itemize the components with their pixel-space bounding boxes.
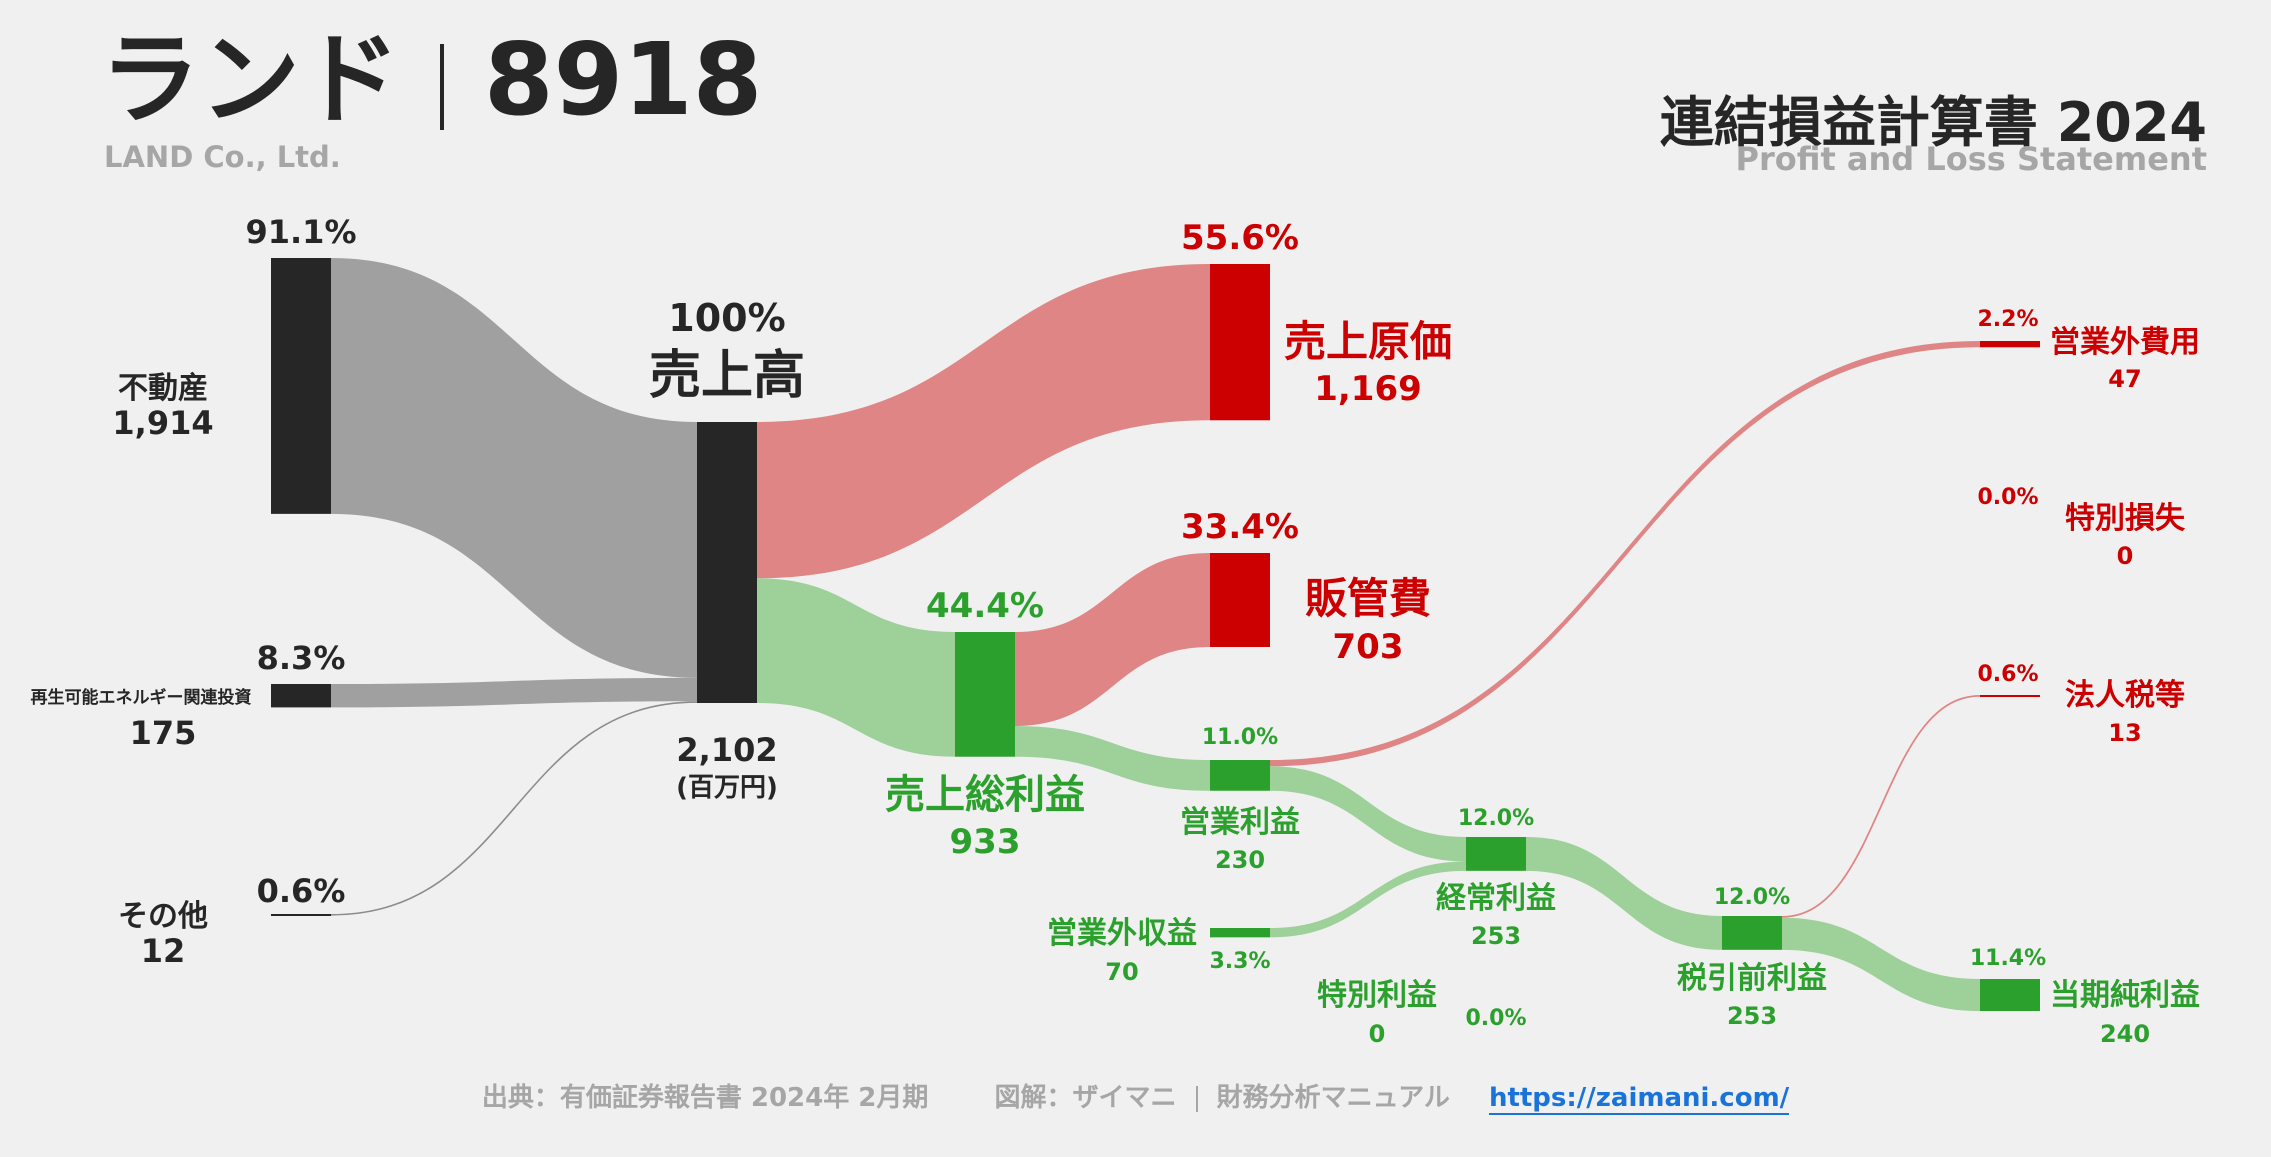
node-value-net: 240	[2100, 1020, 2150, 1048]
node-pct-pretax: 12.0%	[1714, 885, 1790, 910]
flow-ordinary-to-pretax	[1526, 837, 1722, 950]
node-pct-sonota: 0.6%	[257, 872, 346, 910]
node-value-special_gain: 0	[1369, 1020, 1386, 1048]
node-bar-fudosan	[271, 258, 331, 514]
node-label-ordinary: 経常利益	[1436, 881, 1556, 916]
node-pct-ordinary: 12.0%	[1458, 806, 1534, 831]
node-label-saiene: 再生可能エネルギー関連投資	[31, 687, 252, 708]
node-value-revenue: 2,102	[676, 731, 777, 769]
node-pct-operating: 11.0%	[1202, 725, 1278, 750]
flow-pretax-to-net	[1782, 917, 1980, 1012]
node-pct-gross: 44.4%	[926, 586, 1044, 626]
node-value-gross: 933	[950, 822, 1021, 862]
flow-operating-to-nonop_exp	[1270, 341, 1980, 767]
node-pct-special_loss: 0.0%	[1977, 485, 2038, 510]
node-bar-sga	[1210, 553, 1270, 647]
node-label-nonop_inc: 営業外収益	[1047, 916, 1197, 951]
node-bar-gross	[955, 632, 1015, 757]
node-label-cogs: 売上原価	[1284, 317, 1452, 366]
footer-credit: 図解：ザイマニ	[994, 1083, 1177, 1113]
flow-revenue-to-cogs	[757, 264, 1210, 579]
node-value-fudosan: 1,914	[112, 404, 213, 442]
node-label-fudosan: 不動産	[118, 371, 208, 406]
node-label-tax: 法人税等	[2065, 678, 2185, 713]
node-label-special_gain: 特別利益	[1317, 978, 1437, 1013]
node-bar-cogs	[1210, 264, 1270, 421]
node-value-sonota: 12	[141, 932, 186, 970]
footer-source: 出典：有価証券報告書 2024年 2月期	[481, 1083, 929, 1113]
node-value-saiene: 175	[130, 714, 197, 752]
node-value-sga: 703	[1333, 627, 1404, 667]
node-label-sonota: その他	[118, 899, 208, 934]
statement-subtitle: Profit and Loss Statement	[1735, 140, 2207, 178]
node-value-tax: 13	[2108, 719, 2141, 747]
footer: 出典：有価証券報告書 2024年 2月期 図解：ザイマニ 財務分析マニュアル h…	[0, 1077, 2271, 1115]
node-label-nonop_exp: 営業外費用	[2050, 325, 2200, 360]
flow-pretax-to-tax	[1781, 695, 1981, 918]
node-value-special_loss: 0	[2117, 542, 2134, 570]
node-value-nonop_exp: 47	[2108, 365, 2141, 393]
node-bar-net	[1980, 979, 2040, 1012]
node-bar-ordinary	[1466, 837, 1526, 871]
node-bar-saiene	[271, 684, 331, 708]
ticker-code: 8918	[484, 21, 763, 138]
title-divider	[440, 43, 444, 130]
node-pct-special_gain: 0.0%	[1465, 1006, 1526, 1031]
node-label-special_loss: 特別損失	[2065, 501, 2186, 536]
node-label-sga: 販管費	[1305, 574, 1431, 623]
flow-revenue-to-gross	[757, 578, 955, 757]
unit-label: (百万円)	[676, 773, 778, 803]
node-value-nonop_inc: 70	[1105, 958, 1138, 986]
node-label-pretax: 税引前利益	[1677, 961, 1827, 996]
statement-title: 連結損益計算書 2024	[1659, 91, 2207, 154]
node-bar-nonop_exp	[1980, 341, 2040, 348]
node-pct-fudosan: 91.1%	[245, 213, 356, 251]
node-bar-sonota	[271, 914, 331, 916]
company-name-en: LAND Co., Ltd.	[104, 140, 341, 174]
node-value-operating: 230	[1215, 846, 1265, 874]
node-label-net: 当期純利益	[2050, 978, 2200, 1013]
node-label-operating: 営業利益	[1180, 805, 1300, 840]
node-bar-operating	[1210, 760, 1270, 791]
node-pct-sga: 33.4%	[1181, 507, 1299, 547]
node-pct-tax: 0.6%	[1977, 662, 2038, 687]
node-pct-nonop_exp: 2.2%	[1977, 307, 2038, 332]
node-pct-saiene: 8.3%	[257, 639, 346, 677]
node-bar-tax	[1980, 695, 2040, 697]
node-value-cogs: 1,169	[1314, 369, 1422, 409]
flow-fudosan-to-revenue	[331, 258, 697, 678]
company-title: ランド 8918	[100, 30, 762, 130]
flow-nonop_inc-to-ordinary	[1270, 861, 1466, 938]
node-bar-pretax	[1722, 916, 1782, 950]
flow-operating-to-ordinary	[1270, 766, 1466, 862]
footer-site: 財務分析マニュアル	[1216, 1083, 1450, 1113]
node-value-pretax: 253	[1727, 1002, 1777, 1030]
flow-gross-to-operating	[1015, 725, 1210, 791]
node-pct-net: 11.4%	[1970, 946, 2046, 971]
node-pct-revenue: 100%	[668, 296, 785, 340]
footer-link[interactable]: https://zaimani.com/	[1488, 1083, 1790, 1115]
company-name-ja: ランド	[100, 21, 400, 138]
node-pct-nonop_inc: 3.3%	[1209, 949, 1270, 974]
footer-divider	[1195, 1085, 1198, 1112]
node-label-revenue: 売上高	[649, 346, 805, 406]
flow-gross-to-sga	[1015, 553, 1210, 726]
node-pct-cogs: 55.6%	[1181, 218, 1299, 258]
flow-saiene-to-revenue	[331, 677, 697, 708]
node-value-ordinary: 253	[1471, 922, 1521, 950]
node-label-gross: 売上総利益	[885, 772, 1085, 818]
flow-sonota-to-revenue	[330, 701, 698, 916]
node-bar-nonop_inc	[1210, 928, 1270, 938]
node-bar-revenue	[697, 422, 757, 703]
